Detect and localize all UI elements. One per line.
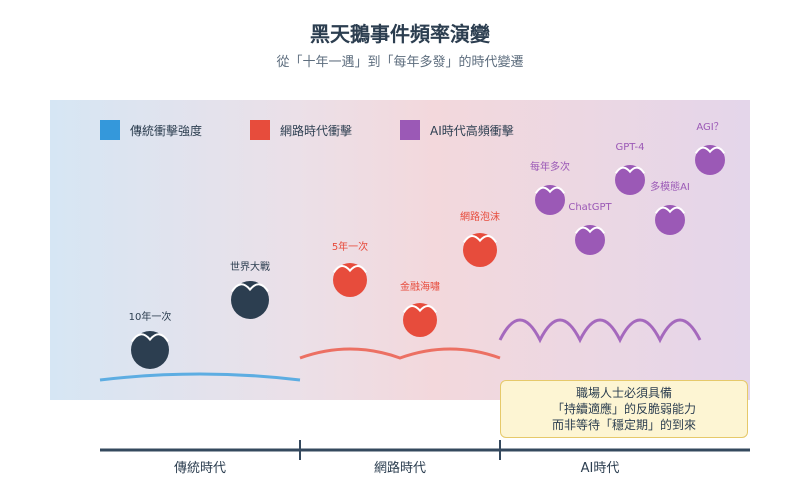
event-label-7: GPT-4: [616, 142, 645, 153]
ai-impact-wave: [498, 318, 702, 344]
legend-item-traditional: 傳統衝擊強度: [100, 120, 202, 140]
page-subtitle: 從「十年一遇」到「每年多發」的時代變遷: [276, 55, 524, 70]
traditional-impact-wave: [99, 372, 301, 382]
event-notch-4: [463, 234, 497, 243]
event-label-5: 每年多次: [530, 160, 570, 173]
event-notch-1: [231, 283, 269, 293]
event-label-3: 金融海嘯: [400, 280, 440, 293]
event-marker-5: 每年多次: [530, 160, 570, 215]
internet-impact-wave: [299, 347, 501, 360]
event-label-4: 網路泡沫: [460, 210, 500, 223]
note-line-3: 而非等待「穩定期」的到來: [551, 418, 696, 432]
legend-label-internet: 網路時代衝擊: [280, 123, 353, 138]
event-circle-8: [655, 205, 685, 235]
event-notch-5: [534, 186, 566, 194]
note-line-2: 「持續適應」的反脆弱能力: [551, 402, 696, 416]
event-circle-5: [535, 185, 565, 215]
legend-swatch-traditional: [100, 120, 120, 140]
event-marker-9: AGI？: [694, 122, 726, 175]
event-notch-6: [574, 226, 606, 234]
event-marker-4: 網路泡沫: [460, 210, 500, 267]
event-label-6: ChatGPT: [568, 202, 612, 213]
event-label-0: 10年一次: [129, 310, 172, 323]
event-label-2: 5年一次: [332, 240, 368, 253]
legend-swatch-ai: [400, 120, 420, 140]
legend-label-traditional: 傳統衝擊強度: [130, 123, 203, 138]
legend-swatch-internet: [250, 120, 270, 140]
event-notch-2: [333, 264, 367, 273]
event-marker-8: 多模態AI: [650, 180, 690, 235]
event-circle-0: [131, 331, 169, 369]
event-circle-1: [231, 281, 269, 319]
event-marker-2: 5年一次: [332, 240, 368, 297]
event-marker-7: GPT-4: [614, 142, 646, 195]
legend-label-ai: AI時代高頻衝擊: [430, 123, 514, 138]
legend-item-internet: 網路時代衝擊: [250, 120, 352, 140]
legend-item-ai: AI時代高頻衝擊: [400, 120, 514, 140]
page-title: 黑天鵝事件頻率演變: [310, 22, 490, 46]
event-notch-7: [614, 166, 646, 174]
event-circle-6: [575, 225, 605, 255]
era-label-traditional: 傳統時代: [173, 461, 226, 476]
event-circle-3: [403, 303, 437, 337]
event-notch-8: [654, 206, 686, 214]
event-notch-0: [131, 333, 169, 343]
event-notch-3: [403, 304, 437, 313]
era-label-internet: 網路時代: [373, 461, 426, 476]
event-circle-7: [615, 165, 645, 195]
event-label-9: AGI？: [696, 122, 723, 133]
event-label-8: 多模態AI: [650, 180, 690, 193]
event-marker-1: 世界大戰: [230, 260, 270, 319]
event-circle-9: [695, 145, 725, 175]
event-marker-6: ChatGPT: [568, 202, 613, 255]
event-label-1: 世界大戰: [230, 260, 270, 273]
event-notch-9: [694, 146, 726, 154]
event-marker-0: 10年一次: [129, 310, 172, 369]
era-label-ai: AI時代: [580, 461, 620, 476]
advice-note-box: 職場人士必須具備 「持續適應」的反脆弱能力 而非等待「穩定期」的到來: [500, 380, 748, 438]
event-marker-3: 金融海嘯: [400, 280, 440, 337]
note-line-1: 職場人士必須具備: [575, 386, 672, 400]
event-circle-4: [463, 233, 497, 267]
event-circle-2: [333, 263, 367, 297]
